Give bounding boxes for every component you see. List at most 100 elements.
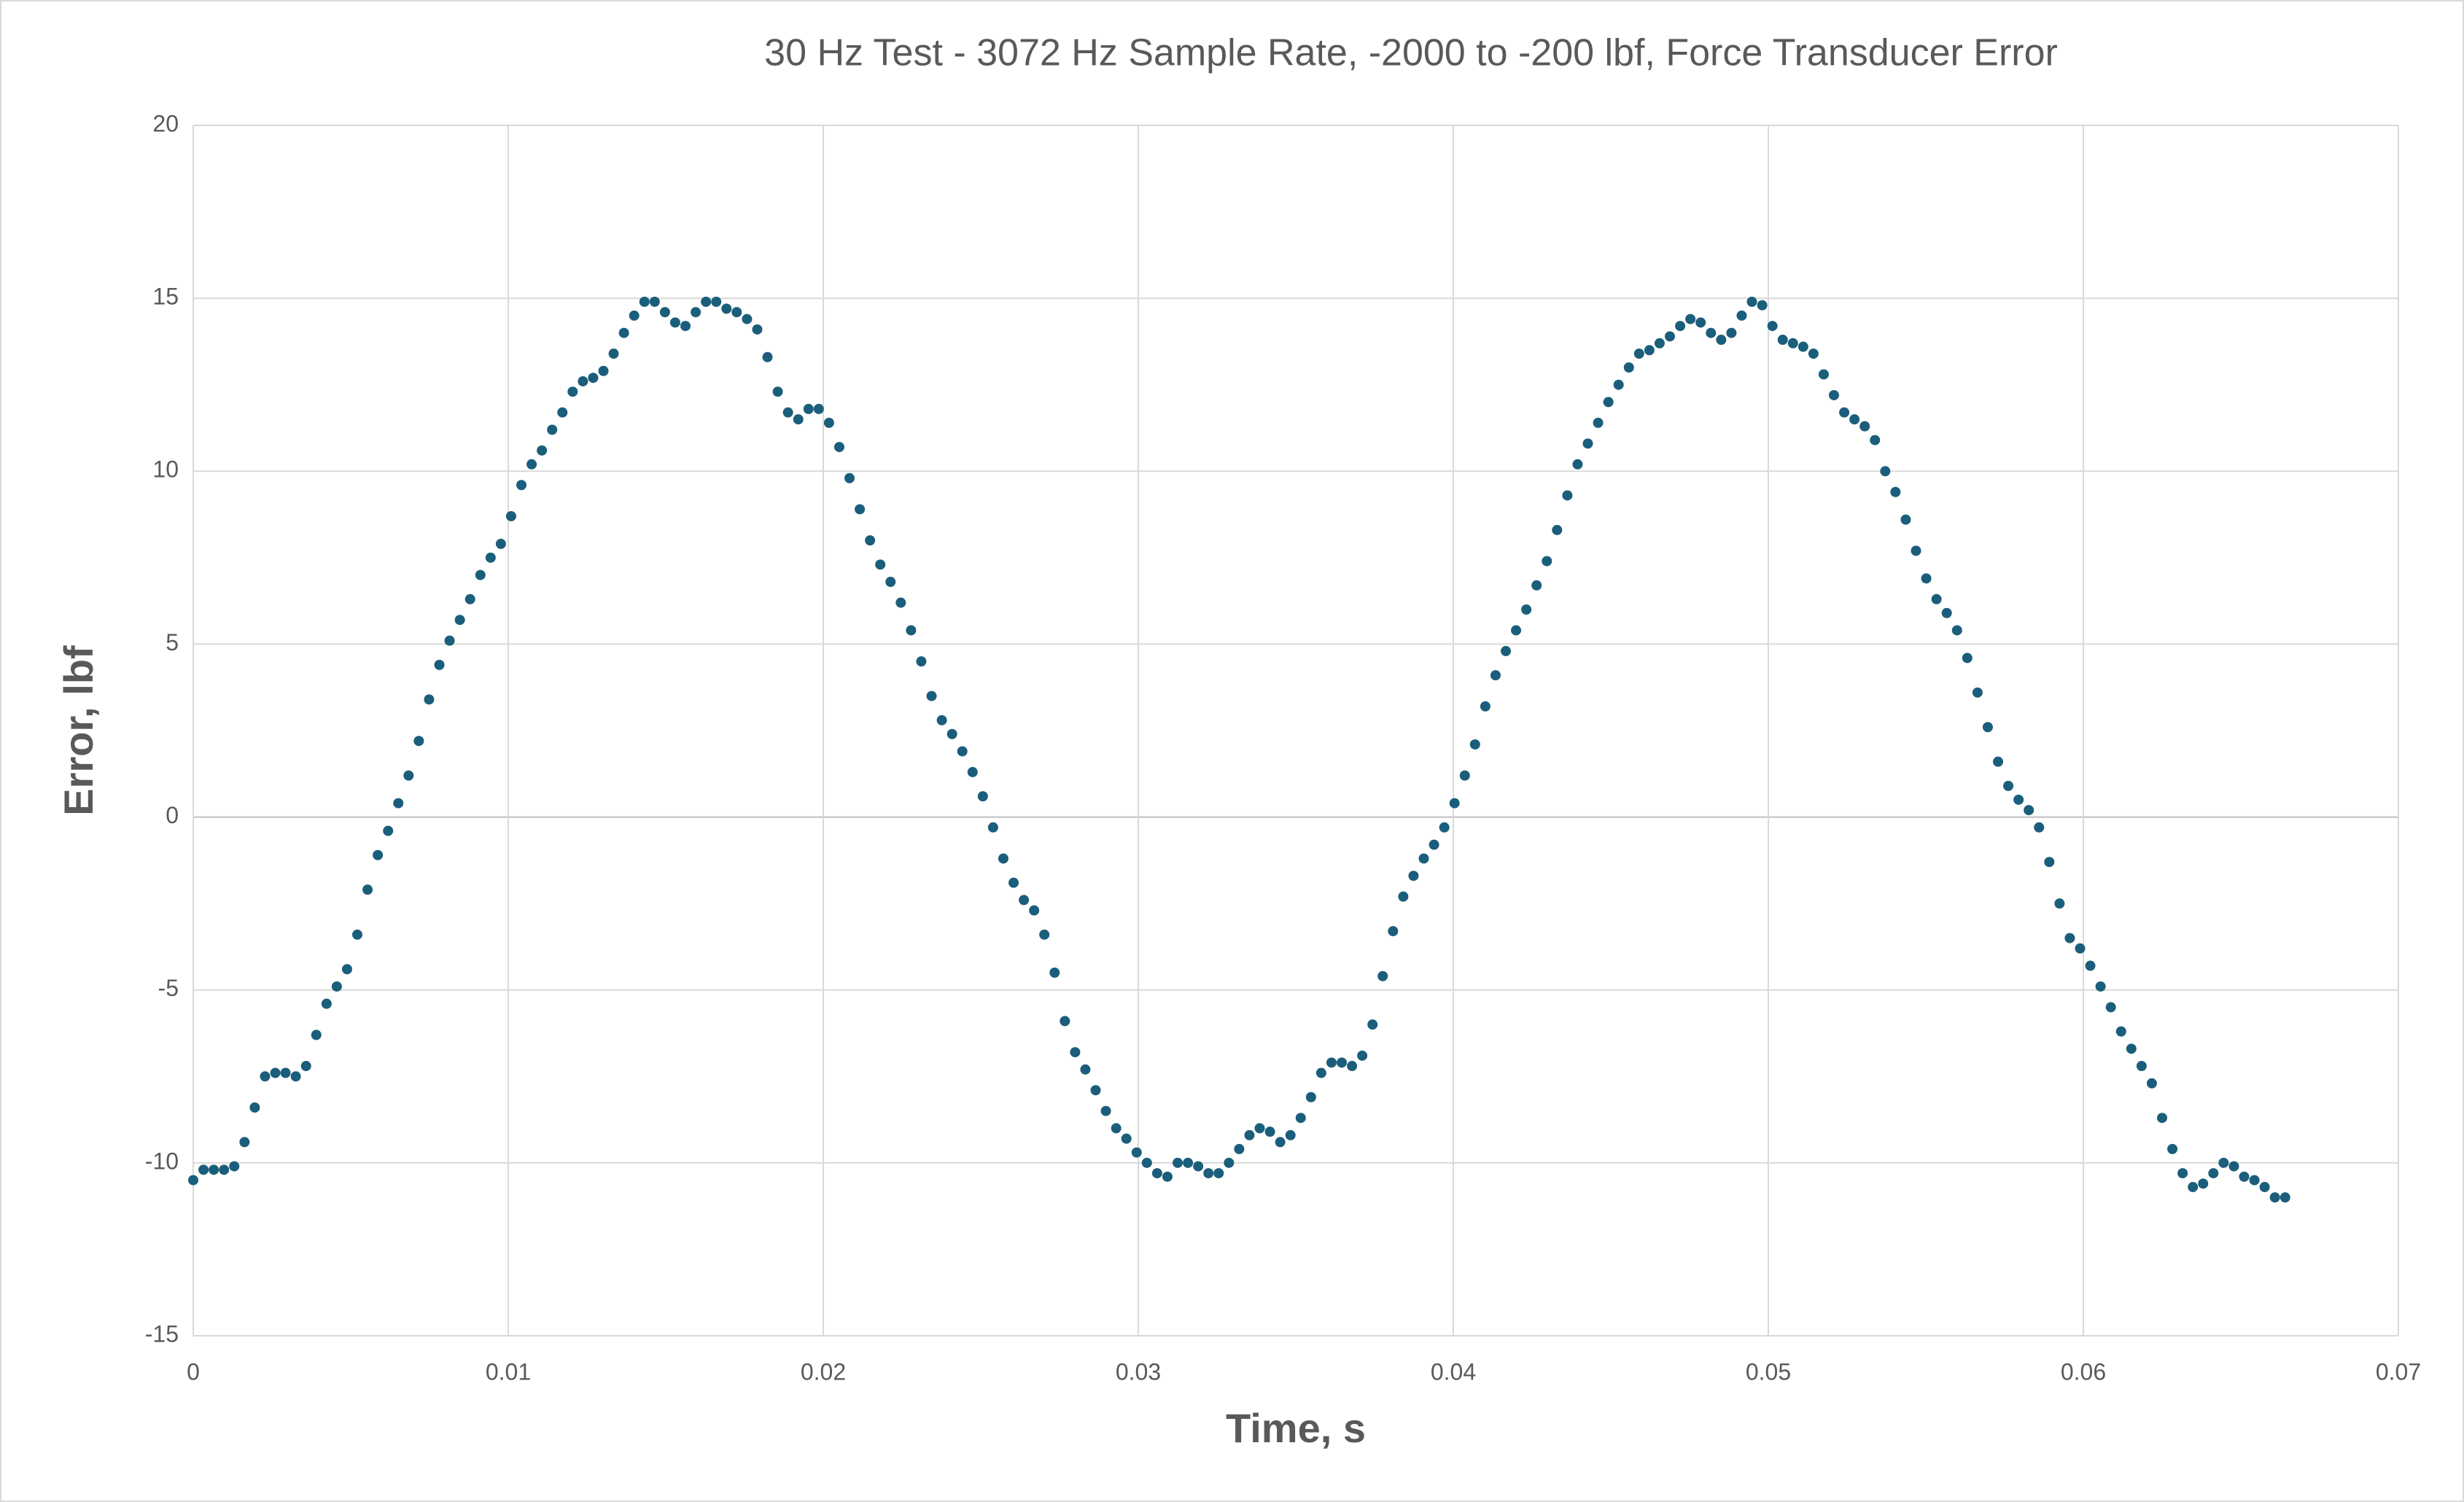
data-point: [2249, 1175, 2260, 1186]
data-point: [1972, 687, 1983, 698]
data-point: [1357, 1050, 1368, 1061]
data-point: [844, 472, 855, 483]
data-point: [1542, 556, 1552, 567]
data-point: [1552, 524, 1563, 535]
x-tick-label: 0: [187, 1358, 200, 1385]
data-point: [926, 690, 937, 701]
data-point: [742, 314, 753, 324]
data-point: [1173, 1157, 1183, 1168]
data-point: [1326, 1057, 1337, 1068]
data-point: [1685, 314, 1696, 324]
data-point: [485, 552, 496, 563]
y-tick-label: -15: [145, 1320, 179, 1347]
data-point: [2177, 1168, 2188, 1179]
data-point: [659, 307, 670, 318]
data-point: [249, 1102, 260, 1113]
data-point: [1623, 362, 1634, 373]
x-tick-label: 0.02: [801, 1358, 846, 1385]
data-point: [2157, 1113, 2167, 1124]
data-point: [2085, 960, 2096, 971]
data-point: [2239, 1171, 2250, 1182]
data-point: [2136, 1061, 2147, 1072]
y-tick-label: 0: [166, 802, 179, 828]
data-point: [2208, 1168, 2219, 1179]
data-point: [2064, 933, 2075, 943]
data-point: [813, 403, 824, 414]
data-point: [505, 510, 516, 521]
data-point: [598, 365, 609, 376]
x-tick-label: 0.04: [1431, 1358, 1476, 1385]
data-point: [1234, 1143, 1245, 1154]
data-point: [495, 538, 506, 549]
data-point: [229, 1161, 240, 1172]
data-point: [1315, 1067, 1326, 1078]
data-point: [2126, 1043, 2137, 1054]
data-point: [403, 770, 414, 781]
data-point: [957, 746, 968, 757]
data-point: [537, 445, 548, 456]
y-tick-label: -10: [145, 1148, 179, 1174]
data-point: [1757, 300, 1768, 311]
data-point: [1480, 701, 1491, 712]
data-point: [1849, 414, 1860, 425]
data-point: [1285, 1129, 1296, 1140]
data-point: [1911, 545, 1921, 556]
data-point: [1870, 435, 1881, 445]
data-point: [1295, 1113, 1306, 1124]
data-point: [782, 407, 793, 418]
data-point: [1654, 338, 1665, 349]
data-point: [1675, 321, 1686, 332]
data-point: [2044, 857, 2055, 868]
data-point: [1029, 905, 1040, 916]
data-point: [1080, 1064, 1091, 1075]
data-point: [1993, 756, 2004, 767]
y-tick-label: 5: [166, 629, 179, 655]
data-point: [947, 728, 957, 739]
data-point: [833, 442, 844, 453]
data-point: [1562, 490, 1573, 501]
data-point: [2095, 981, 2106, 992]
data-point: [1572, 459, 1583, 470]
data-point: [1931, 594, 1942, 604]
data-point: [618, 327, 629, 338]
data-point: [1808, 349, 1819, 359]
data-point: [516, 480, 527, 491]
data-point: [1726, 327, 1737, 338]
x-tick-label: 0.03: [1116, 1358, 1161, 1385]
x-tick-label: 0.01: [486, 1358, 531, 1385]
data-point: [1900, 514, 1911, 525]
data-point: [1019, 895, 1030, 906]
data-point: [557, 407, 568, 418]
data-point: [2013, 794, 2024, 805]
data-point: [1408, 871, 1419, 882]
data-point: [987, 822, 998, 833]
data-point: [1070, 1047, 1081, 1058]
data-point: [1787, 338, 1798, 349]
data-point: [393, 798, 404, 809]
data-point: [2218, 1157, 2229, 1168]
data-point: [1183, 1157, 1194, 1168]
data-point: [885, 577, 896, 588]
data-point: [1941, 607, 1952, 618]
data-point: [1890, 486, 1901, 497]
data-point: [865, 535, 876, 546]
y-tick-label: 20: [152, 110, 179, 136]
data-point: [1767, 321, 1778, 332]
data-point: [1439, 822, 1450, 833]
data-point: [1418, 853, 1429, 864]
data-point: [762, 351, 773, 362]
data-point: [1111, 1123, 1122, 1134]
data-point: [341, 964, 352, 975]
data-point: [2003, 780, 2014, 791]
data-point: [198, 1164, 209, 1175]
data-point: [434, 659, 445, 670]
data-point: [454, 615, 465, 626]
data-point: [1100, 1105, 1111, 1116]
data-point: [1449, 798, 1460, 809]
data-point: [2115, 1026, 2126, 1037]
data-point: [1459, 770, 1470, 781]
data-point: [1511, 625, 1522, 636]
data-point: [1777, 335, 1788, 346]
data-point: [1798, 341, 1808, 352]
